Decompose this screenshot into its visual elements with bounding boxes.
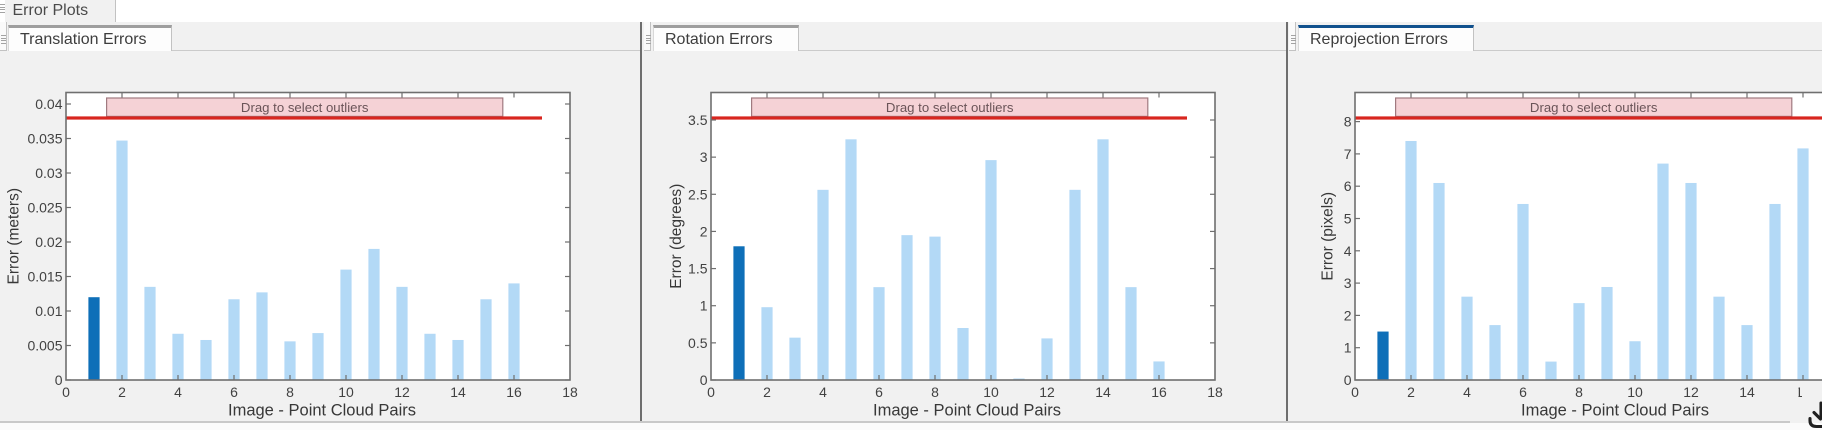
- svg-text:7: 7: [1344, 146, 1352, 162]
- svg-text:0.025: 0.025: [27, 200, 62, 216]
- svg-text:6: 6: [230, 384, 238, 400]
- svg-text:18: 18: [562, 384, 578, 400]
- svg-text:4: 4: [1463, 384, 1471, 400]
- svg-text:0: 0: [55, 372, 63, 388]
- svg-text:1: 1: [700, 298, 708, 314]
- svg-text:Error (pixels): Error (pixels): [1320, 192, 1337, 281]
- svg-text:0: 0: [1344, 372, 1352, 388]
- svg-text:3: 3: [1344, 275, 1352, 291]
- svg-text:Drag to select outliers: Drag to select outliers: [1530, 100, 1658, 115]
- svg-text:0.005: 0.005: [27, 338, 62, 354]
- svg-text:10: 10: [983, 384, 999, 400]
- svg-text:Image - Point Cloud Pairs: Image - Point Cloud Pairs: [873, 402, 1061, 420]
- svg-text:Image - Point Cloud Pairs: Image - Point Cloud Pairs: [228, 402, 416, 420]
- svg-text:0.015: 0.015: [27, 269, 62, 285]
- svg-text:8: 8: [1575, 384, 1583, 400]
- svg-text:4: 4: [174, 384, 182, 400]
- svg-text:10: 10: [1627, 384, 1643, 400]
- svg-text:0.01: 0.01: [35, 303, 62, 319]
- svg-text:Drag to select outliers: Drag to select outliers: [241, 100, 369, 115]
- svg-text:14: 14: [1739, 384, 1755, 400]
- svg-text:12: 12: [394, 384, 410, 400]
- svg-text:0: 0: [62, 384, 70, 400]
- svg-text:1.5: 1.5: [688, 261, 708, 277]
- svg-text:0.04: 0.04: [35, 96, 62, 112]
- svg-text:16: 16: [506, 384, 522, 400]
- svg-text:6: 6: [1344, 178, 1352, 194]
- svg-text:2: 2: [700, 223, 708, 239]
- svg-text:2.5: 2.5: [688, 186, 708, 202]
- svg-text:12: 12: [1039, 384, 1055, 400]
- svg-text:0.035: 0.035: [27, 131, 62, 147]
- svg-text:10: 10: [338, 384, 354, 400]
- svg-text:Error (degrees): Error (degrees): [668, 184, 685, 289]
- svg-text:Drag to select outliers: Drag to select outliers: [886, 100, 1014, 115]
- svg-text:8: 8: [286, 384, 294, 400]
- svg-text:3: 3: [700, 149, 708, 165]
- svg-text:3.5: 3.5: [688, 112, 708, 128]
- svg-text:6: 6: [1519, 384, 1527, 400]
- svg-text:0: 0: [700, 372, 708, 388]
- svg-text:1: 1: [1344, 340, 1352, 356]
- svg-text:0.02: 0.02: [35, 234, 62, 250]
- svg-text:0.03: 0.03: [35, 165, 62, 181]
- svg-text:Error (meters): Error (meters): [6, 188, 23, 284]
- svg-text:5: 5: [1344, 211, 1352, 227]
- svg-text:4: 4: [1344, 243, 1352, 259]
- svg-text:0.5: 0.5: [688, 335, 708, 351]
- svg-text:4: 4: [819, 384, 827, 400]
- svg-text:2: 2: [1407, 384, 1415, 400]
- svg-text:18: 18: [1207, 384, 1223, 400]
- svg-text:6: 6: [875, 384, 883, 400]
- svg-text:2: 2: [118, 384, 126, 400]
- svg-text:8: 8: [1344, 114, 1352, 130]
- svg-text:2: 2: [1344, 307, 1352, 323]
- svg-text:0: 0: [1351, 384, 1359, 400]
- svg-text:0: 0: [707, 384, 715, 400]
- svg-text:12: 12: [1683, 384, 1699, 400]
- svg-text:16: 16: [1151, 384, 1167, 400]
- svg-text:16: 16: [1795, 384, 1811, 400]
- svg-text:2: 2: [763, 384, 771, 400]
- svg-text:Image - Point Cloud Pairs: Image - Point Cloud Pairs: [1521, 402, 1709, 420]
- svg-text:14: 14: [450, 384, 466, 400]
- svg-text:8: 8: [931, 384, 939, 400]
- svg-text:14: 14: [1095, 384, 1111, 400]
